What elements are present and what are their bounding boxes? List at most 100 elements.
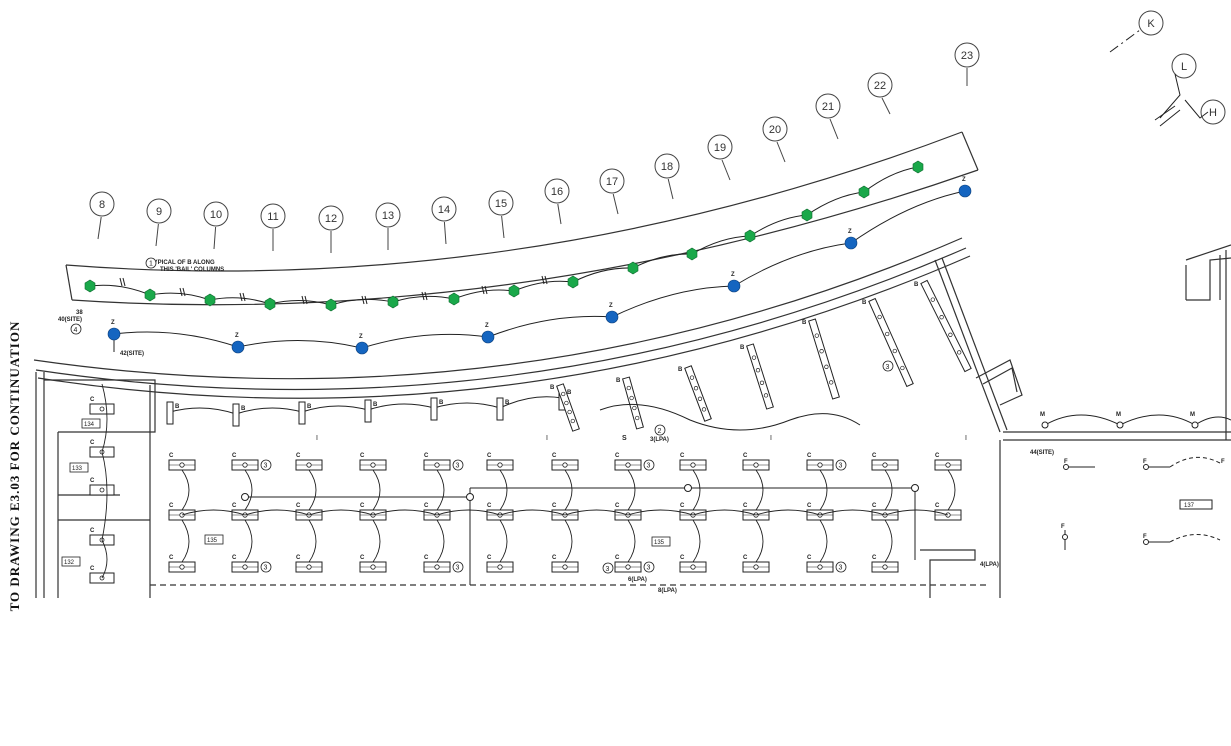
fixture-type-c: C [232, 503, 237, 509]
fixture-type-b: B [802, 320, 807, 326]
grid-bubble-label: 23 [961, 50, 973, 62]
green-fixture [508, 284, 520, 298]
grid-line-tick [776, 141, 786, 163]
c-drop-wire [372, 469, 381, 511]
fixture-type-m: M [1040, 412, 1045, 418]
fixture-type-b: B [241, 406, 246, 412]
grid-bubble-label: 15 [495, 198, 507, 210]
c-fixture: C3 [614, 453, 655, 471]
column-grid-bubbles: 8 9 10 11 12 13 14 15 16 17 18 19 20 21 22 23 K L H [89, 10, 1226, 253]
grid-line-tick [213, 226, 217, 250]
c-row-wire [181, 509, 949, 516]
grid-line-tick [557, 203, 562, 225]
c-fixture: C [871, 503, 899, 521]
left-room-wire [101, 383, 108, 579]
c-fixture: C [359, 453, 387, 471]
fixture-type-f: F [1143, 459, 1147, 465]
circuit-38: 38 [76, 310, 83, 316]
junction-box [241, 493, 249, 501]
grid-bubble-label: 20 [769, 124, 781, 136]
grid-bubble: 11 [260, 203, 286, 251]
switch-marker: 3 [264, 565, 268, 572]
fixture-type-b: B [307, 404, 312, 410]
c-fixture: C [871, 555, 899, 573]
c-drop-wire [308, 469, 317, 511]
b-fixture [364, 399, 372, 423]
grid-bubble-label: 16 [551, 186, 563, 198]
fixture-type-c: C [552, 453, 557, 459]
angled-fixture-bar: B [740, 343, 774, 410]
circuit-3-marker-b: 3 [886, 364, 890, 371]
circuit-3-marker: 3 [606, 566, 610, 573]
c-fixture: C [295, 555, 323, 573]
grid-line-tick [829, 118, 839, 140]
c-drop-wire [755, 469, 764, 511]
b-fixture [232, 403, 240, 427]
grid-bubble-label: 21 [822, 101, 834, 113]
fixture-type-m: M [1116, 412, 1121, 418]
fixture-type-c: C [615, 555, 620, 561]
fixture-type-c: C [743, 555, 748, 561]
grid-bubble: 9 [146, 198, 172, 247]
grid-bubble: 12 [318, 205, 344, 253]
switch-marker: 3 [839, 565, 843, 572]
angled-circuit-wire [599, 403, 861, 431]
green-fixture [144, 288, 156, 302]
c-fixture: C3 [423, 555, 464, 573]
c-fixture: C [486, 503, 514, 521]
fixture-type-b: B [175, 404, 180, 410]
c-fixture: C [871, 453, 899, 471]
curved-wall [33, 237, 971, 399]
c-drop-wire [627, 519, 636, 563]
grid-bubble-label: 10 [210, 209, 222, 221]
blue-fixture [107, 327, 121, 341]
green-fixture [325, 298, 337, 312]
room-tag-132: 132 [64, 560, 75, 566]
green-fixture [744, 229, 756, 243]
c-drop-wire [436, 519, 445, 563]
fixture-type-c: C [296, 453, 301, 459]
fixture-type-c: C [872, 503, 877, 509]
fixture-type-b: B [914, 282, 919, 288]
circuit-40-site: 40(SITE) [58, 317, 82, 323]
fixture-type-c: C [360, 453, 365, 459]
c-drop-wire [884, 519, 893, 563]
grid-bubble-label: L [1181, 61, 1187, 73]
c-fixture: C [486, 453, 514, 471]
green-fixture [567, 275, 579, 289]
room-tag-135-b: 135 [654, 540, 665, 546]
circuit-4-marker: 4 [74, 327, 78, 334]
circuit-44-site: 44(SITE) [1030, 450, 1054, 456]
c-fixture: C3 [806, 453, 847, 471]
grid-line-tick [97, 216, 102, 240]
c-fixture: C [89, 528, 115, 546]
right-walls [934, 244, 1231, 598]
blue-fixture [481, 330, 495, 344]
grid-line-tick [612, 193, 619, 215]
fixture-type-c: C [935, 503, 940, 509]
grid-bubble-label: 19 [714, 142, 726, 154]
c-drop-wire [244, 519, 253, 563]
c-drop-wire [819, 469, 828, 511]
c-fixture: C [295, 503, 323, 521]
green-fixture [912, 160, 924, 174]
c-fixture: C3 [423, 453, 464, 471]
fixture-type-z: Z [609, 303, 613, 309]
angled-fixture-bar: B [862, 297, 914, 388]
grid-bubble: 10 [203, 201, 229, 250]
switch-marker: 3 [456, 565, 460, 572]
callout-number: 1 [149, 261, 153, 268]
fixture-type-b: B [550, 385, 555, 391]
green-fixture [204, 293, 216, 307]
c-fixture: C [934, 453, 962, 471]
c-fixture: C [295, 453, 323, 471]
c-fixture: C [934, 503, 962, 521]
c-drop-wire [564, 519, 573, 563]
junction-box [684, 484, 692, 492]
c-drop-wire [499, 519, 508, 563]
c-drop-wire [244, 469, 253, 511]
grid-bubble-label: 12 [325, 213, 337, 225]
room-tag-137: 137 [1184, 503, 1195, 509]
drawing-labels: TYPICAL OF B ALONG THIS 'BAIL' COLUMNS 1… [58, 257, 1195, 594]
